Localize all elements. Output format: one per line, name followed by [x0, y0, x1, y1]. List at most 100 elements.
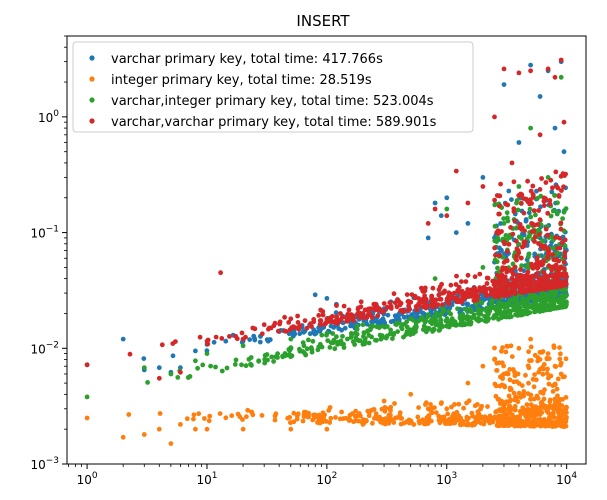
data-point	[375, 313, 381, 319]
data-point	[555, 200, 560, 206]
data-point	[430, 285, 436, 291]
data-point	[438, 213, 444, 219]
data-point	[524, 402, 530, 407]
data-point	[562, 249, 568, 255]
data-point	[492, 282, 498, 287]
data-point	[537, 94, 543, 99]
data-point	[516, 234, 522, 240]
data-point	[556, 403, 562, 409]
data-point	[240, 426, 246, 432]
data-point	[370, 420, 375, 426]
data-point	[537, 366, 543, 372]
data-point	[552, 381, 558, 387]
data-point	[511, 390, 517, 396]
data-point	[497, 203, 502, 209]
x-tick-label: 100	[77, 471, 98, 487]
data-point	[425, 221, 431, 226]
data-point	[511, 288, 517, 293]
data-point	[382, 324, 388, 330]
data-point	[426, 413, 432, 418]
data-point	[444, 195, 450, 201]
data-point	[475, 416, 481, 421]
data-point	[521, 308, 527, 314]
data-point	[454, 409, 460, 415]
x-tick-label: 101	[196, 471, 217, 487]
data-point	[399, 326, 405, 332]
data-point	[464, 417, 470, 423]
data-point	[425, 314, 431, 320]
data-point	[414, 314, 420, 320]
data-point	[433, 317, 439, 323]
data-point	[444, 206, 450, 212]
data-point	[545, 232, 551, 238]
data-point	[537, 132, 543, 138]
data-point	[501, 82, 507, 87]
data-point	[369, 315, 375, 320]
data-point	[287, 327, 293, 333]
legend: varchar primary key, total time: 417.766…	[72, 41, 474, 133]
data-point	[522, 289, 528, 295]
data-point	[358, 299, 364, 305]
data-point	[399, 416, 405, 421]
data-point	[334, 303, 339, 308]
data-point	[432, 276, 438, 281]
data-point	[512, 295, 518, 300]
data-point	[120, 434, 126, 440]
data-point	[547, 201, 553, 207]
data-point	[306, 414, 312, 419]
data-point	[448, 311, 453, 317]
data-point	[510, 418, 516, 424]
data-point	[302, 318, 308, 323]
data-point	[524, 264, 530, 269]
data-point	[430, 329, 435, 334]
data-point	[262, 353, 268, 358]
data-point	[337, 416, 343, 422]
data-point	[465, 422, 471, 428]
data-point	[513, 254, 519, 260]
data-point	[526, 349, 531, 355]
data-point	[537, 302, 543, 308]
data-point	[558, 74, 564, 80]
data-point	[310, 338, 316, 344]
data-point	[563, 356, 569, 362]
legend-marker	[89, 76, 95, 82]
data-point	[408, 419, 414, 425]
data-point	[506, 393, 512, 399]
data-point	[196, 411, 202, 417]
data-point	[393, 321, 398, 327]
data-point	[533, 404, 539, 410]
data-point	[204, 351, 210, 356]
data-point	[425, 406, 431, 412]
data-point	[507, 410, 512, 416]
data-point	[525, 363, 531, 369]
data-point	[503, 349, 509, 355]
data-point	[250, 325, 256, 331]
data-point	[562, 270, 568, 276]
data-point	[555, 185, 561, 191]
data-point	[429, 317, 434, 323]
data-point	[528, 68, 533, 74]
data-point	[422, 288, 428, 294]
data-point	[377, 306, 383, 312]
data-point	[559, 293, 564, 299]
data-point	[498, 315, 504, 321]
data-point	[511, 307, 517, 313]
data-point	[539, 243, 545, 249]
data-point	[361, 330, 367, 335]
data-point	[539, 291, 544, 297]
data-point	[330, 313, 335, 319]
data-point	[459, 279, 464, 284]
data-point	[127, 351, 133, 357]
data-point	[456, 284, 462, 290]
data-point	[505, 249, 510, 254]
data-point	[514, 198, 520, 203]
data-point	[514, 238, 519, 244]
data-point	[451, 418, 457, 424]
data-point	[309, 349, 315, 355]
data-point	[275, 355, 280, 360]
data-point	[506, 281, 512, 287]
data-point	[499, 348, 504, 354]
data-point	[538, 204, 543, 210]
x-tick-label: 104	[556, 471, 577, 487]
